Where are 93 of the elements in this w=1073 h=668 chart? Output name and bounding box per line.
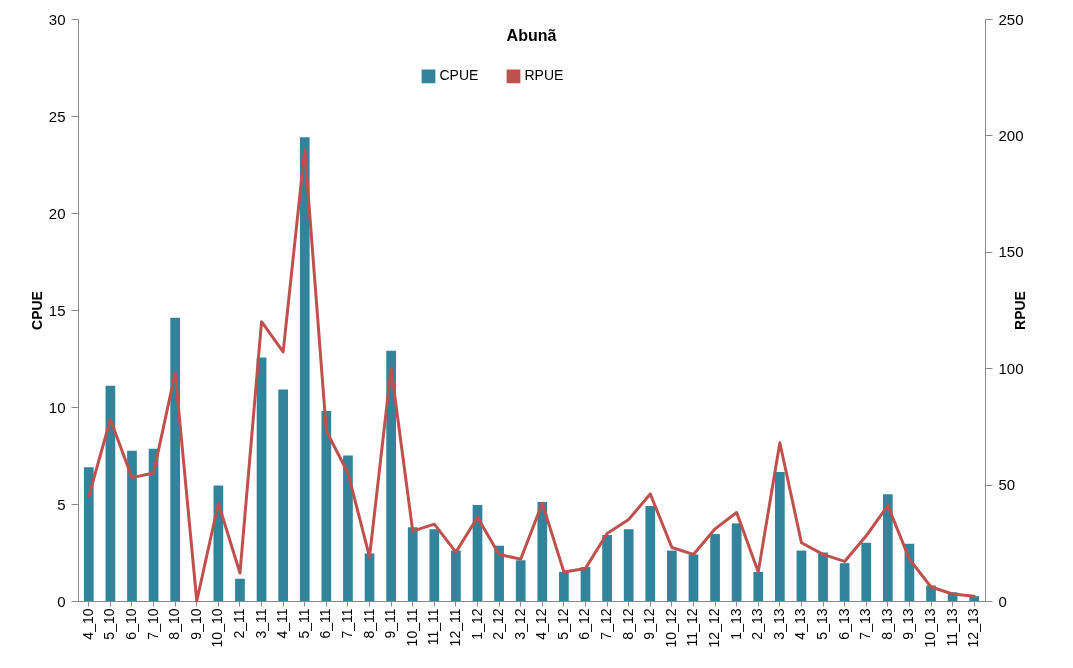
x-tick-label: 12_11 xyxy=(446,608,463,647)
y2-axis-title: RPUE xyxy=(1011,291,1028,330)
bar xyxy=(429,529,440,601)
y-tick-label: 0 xyxy=(57,592,66,610)
bar xyxy=(753,571,764,601)
x-tick-label: 2_13 xyxy=(749,608,766,640)
bar xyxy=(602,535,612,601)
x-tick-label: 10_11 xyxy=(403,608,420,647)
bar xyxy=(321,410,332,601)
x-tick-label: 3_11 xyxy=(252,608,269,639)
bar xyxy=(278,389,289,601)
bar xyxy=(83,467,94,601)
x-tick-label: 10_12 xyxy=(662,608,679,648)
x-tick-label: 7_11 xyxy=(338,608,355,639)
bar xyxy=(299,137,310,601)
bar xyxy=(796,550,807,601)
chart-title: Abunã xyxy=(506,27,557,44)
y-tick-label: 30 xyxy=(48,10,66,28)
x-tick-label: 10_13 xyxy=(922,608,939,648)
x-tick-label: 10_10 xyxy=(209,608,226,648)
bar xyxy=(774,471,785,601)
x-tick-label: 5_12 xyxy=(554,608,571,640)
bar xyxy=(235,578,245,601)
y-axis-title: CPUE xyxy=(28,291,45,330)
x-tick-label: 5_11 xyxy=(295,608,312,639)
bar xyxy=(407,527,418,601)
y-tick-label: 5 xyxy=(57,495,66,513)
legend-label: RPUE xyxy=(524,67,564,84)
bar xyxy=(839,563,850,601)
bar xyxy=(667,550,677,601)
y-tick-label: 20 xyxy=(48,204,66,222)
x-tick-label: 6_12 xyxy=(576,608,593,640)
x-tick-label: 2_11 xyxy=(230,608,247,639)
y2-tick-label: 200 xyxy=(998,126,1024,144)
bar xyxy=(882,494,893,601)
x-tick-label: 9_10 xyxy=(187,608,204,640)
legend-label: CPUE xyxy=(439,67,479,84)
x-tick-label: 7_12 xyxy=(598,608,615,640)
x-tick-label: 12_13 xyxy=(965,608,982,648)
x-tick-label: 8_12 xyxy=(619,608,636,640)
x-tick-label: 4_11 xyxy=(274,608,291,639)
line-series xyxy=(87,147,976,603)
x-tick-label: 6_11 xyxy=(317,608,334,639)
x-tick-label: 9_12 xyxy=(641,608,658,640)
x-tick-label: 3_12 xyxy=(511,608,528,640)
bar xyxy=(710,534,720,601)
x-tick-label: 9_13 xyxy=(900,608,917,640)
bar xyxy=(861,542,872,601)
x-tick-label: 8_10 xyxy=(166,608,183,640)
x-tick-label: 12_12 xyxy=(706,608,723,648)
bar xyxy=(645,505,656,601)
y-tick-label: 15 xyxy=(48,301,66,319)
x-tick-label: 8_11 xyxy=(360,608,377,639)
y2-tick-label: 150 xyxy=(998,243,1024,261)
bar xyxy=(494,545,504,601)
x-tick-label: 4_10 xyxy=(79,608,96,640)
bar xyxy=(731,523,742,601)
bar xyxy=(451,550,461,601)
y2-tick-label: 0 xyxy=(998,592,1007,610)
x-tick-label: 3_13 xyxy=(770,608,787,640)
x-tick-label: 2_12 xyxy=(490,608,507,640)
x-tick-label: 8_13 xyxy=(878,608,895,640)
x-tick-label: 1_12 xyxy=(468,608,485,640)
bar xyxy=(818,552,828,601)
x-tick-label: 11_11 xyxy=(425,608,442,646)
bar xyxy=(623,529,634,601)
bar xyxy=(515,560,526,601)
y-tick-label: 10 xyxy=(48,398,66,416)
bar xyxy=(127,450,137,601)
bar xyxy=(256,357,267,601)
bar xyxy=(688,554,699,601)
x-tick-label: 5_13 xyxy=(814,608,831,640)
y2-tick-label: 250 xyxy=(998,10,1024,28)
bar xyxy=(170,317,181,601)
bar xyxy=(364,553,375,601)
x-tick-label: 9_11 xyxy=(382,608,399,639)
y-tick-label: 25 xyxy=(48,107,66,125)
x-tick-label: 5_10 xyxy=(101,608,118,640)
x-tick-label: 6_10 xyxy=(122,608,139,640)
bar xyxy=(386,350,396,601)
bar xyxy=(559,571,569,601)
bar xyxy=(343,455,353,601)
y2-tick-label: 50 xyxy=(998,476,1016,494)
x-tick-label: 1_13 xyxy=(727,608,744,640)
x-tick-label: 4_12 xyxy=(533,608,550,640)
x-tick-label: 6_13 xyxy=(835,608,852,640)
x-tick-label: 4_13 xyxy=(792,608,809,640)
y2-tick-label: 100 xyxy=(998,359,1024,377)
bar xyxy=(537,502,548,601)
x-tick-label: 11_13 xyxy=(943,608,960,647)
x-tick-label: 11_12 xyxy=(684,608,701,647)
x-tick-label: 7_13 xyxy=(857,608,874,640)
x-tick-label: 7_10 xyxy=(144,608,161,640)
